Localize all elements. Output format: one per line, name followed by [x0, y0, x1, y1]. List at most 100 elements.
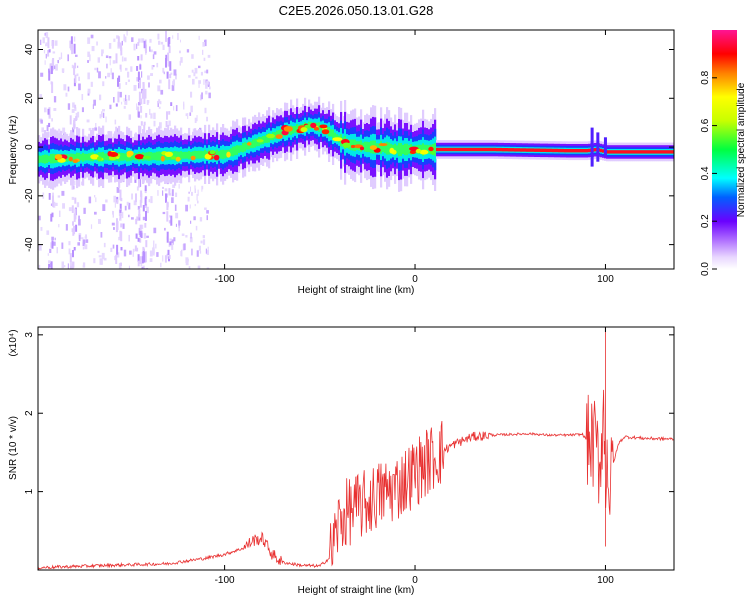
heatmap-speckle — [137, 206, 140, 210]
heatmap-band-cell — [240, 145, 243, 152]
heatmap-speckle — [40, 72, 44, 77]
heatmap-speckle — [82, 262, 86, 268]
spectrum-plot-frame — [37, 29, 675, 270]
heatmap-core-cell — [536, 148, 539, 152]
heatmap-band-cell — [402, 144, 405, 154]
heatmap-peak — [68, 156, 73, 162]
colorbar: 0.0 0.2 0.4 0.6 0.8 Normalized spectral ampl… — [700, 30, 747, 276]
heatmap-core-cell — [672, 150, 674, 154]
heatmap-speckle — [85, 239, 89, 243]
heatmap-streak — [51, 59, 54, 71]
heatmap-speckle — [171, 85, 175, 91]
heatmap-peak — [213, 154, 220, 161]
heatmap-core-cell — [610, 150, 613, 154]
heatmap-speckle — [111, 222, 115, 226]
heatmap-streak — [138, 208, 141, 218]
heatmap-core-cell — [642, 150, 645, 154]
heatmap-streak — [119, 64, 122, 70]
heatmap-speckle — [153, 112, 156, 120]
heatmap-speckle — [133, 43, 136, 51]
heatmap-band-cell — [48, 155, 51, 162]
heatmap-streak — [145, 204, 148, 208]
heatmap-band-cell — [422, 143, 425, 156]
heatmap-band-cell — [86, 153, 89, 161]
heatmap-speckle — [111, 72, 114, 80]
heatmap-streak — [144, 223, 147, 228]
heatmap-speckle — [77, 242, 80, 246]
heatmap-speckle — [113, 227, 115, 230]
heatmap-peak — [389, 147, 395, 154]
heatmap-speckle — [156, 252, 159, 257]
heatmap-band-cell — [44, 154, 47, 164]
heatmap-core-cell — [664, 150, 667, 154]
heatmap-streak — [166, 111, 168, 120]
heatmap-band-cell — [376, 143, 379, 151]
heatmap-speckle — [58, 128, 61, 135]
heatmap-streak — [141, 256, 144, 264]
heatmap-peak — [190, 155, 196, 161]
heatmap-band-cell — [380, 141, 383, 154]
heatmap-speckle — [146, 100, 149, 105]
heatmap-band-cell — [274, 131, 277, 139]
heatmap-speckle — [136, 186, 139, 191]
heatmap-speckle — [38, 264, 41, 269]
heatmap-speckle — [97, 250, 100, 253]
heatmap-core-cell — [456, 147, 459, 152]
heatmap-band-cell — [40, 155, 43, 163]
snr-y-tick-label: 3 — [24, 332, 35, 338]
heatmap-peak — [350, 144, 356, 149]
heatmap-speckle — [160, 262, 162, 268]
heatmap-speckle — [180, 57, 183, 63]
heatmap-speckle — [113, 97, 115, 103]
heatmap-streak — [143, 268, 146, 269]
heatmap-streak — [168, 254, 171, 259]
heatmap-speckle — [173, 69, 177, 76]
heatmap-streak — [75, 224, 78, 232]
heatmap-speckle — [136, 43, 138, 49]
heatmap-band-cell — [158, 151, 161, 161]
heatmap-speckle — [209, 86, 211, 90]
heatmap-speckle — [171, 239, 174, 245]
heatmap-streak — [134, 245, 137, 252]
heatmap-speckle — [67, 54, 69, 62]
heatmap-band-cell — [420, 144, 423, 155]
heatmap-speckle — [141, 38, 145, 43]
heatmap-speckle — [156, 62, 159, 68]
heatmap-speckle — [123, 105, 126, 109]
heatmap-speckle — [185, 261, 189, 266]
heatmap-speckle — [87, 60, 89, 63]
heatmap-speckle — [77, 111, 80, 118]
heatmap-speckle — [83, 207, 86, 214]
heatmap-speckle — [71, 196, 75, 200]
heatmap-core-cell — [518, 148, 521, 152]
heatmap-speckle — [78, 234, 81, 242]
heatmap-core-cell — [540, 148, 543, 152]
heatmap-core-cell — [474, 147, 477, 152]
heatmap-speckle — [175, 192, 178, 197]
heatmap-speckle — [98, 71, 101, 79]
heatmap-speckle — [158, 40, 161, 45]
heatmap-streak — [169, 61, 172, 71]
heatmap-core-cell — [576, 149, 579, 153]
heatmap-speckle — [160, 89, 164, 95]
heatmap-core-cell — [498, 147, 501, 152]
heatmap-band-cell — [100, 152, 103, 162]
heatmap-speckle — [103, 242, 106, 248]
heatmap-band-cell — [154, 152, 157, 160]
heatmap-speckle — [44, 107, 47, 113]
heatmap-speckle — [183, 243, 186, 251]
heatmap-speckle — [58, 57, 61, 60]
heatmap-core-cell — [506, 148, 509, 152]
heatmap-band-cell — [426, 144, 429, 155]
heatmap-speckle — [190, 91, 193, 98]
heatmap-streak — [72, 250, 74, 258]
heatmap-speckle — [78, 76, 80, 81]
heatmap-core-cell — [650, 150, 653, 154]
heatmap-speckle — [65, 224, 68, 231]
heatmap-speckle — [116, 252, 120, 258]
heatmap-streak — [143, 40, 146, 49]
heatmap-band-cell — [404, 143, 407, 156]
heatmap-core-cell — [448, 147, 451, 152]
heatmap-peak — [313, 127, 320, 131]
